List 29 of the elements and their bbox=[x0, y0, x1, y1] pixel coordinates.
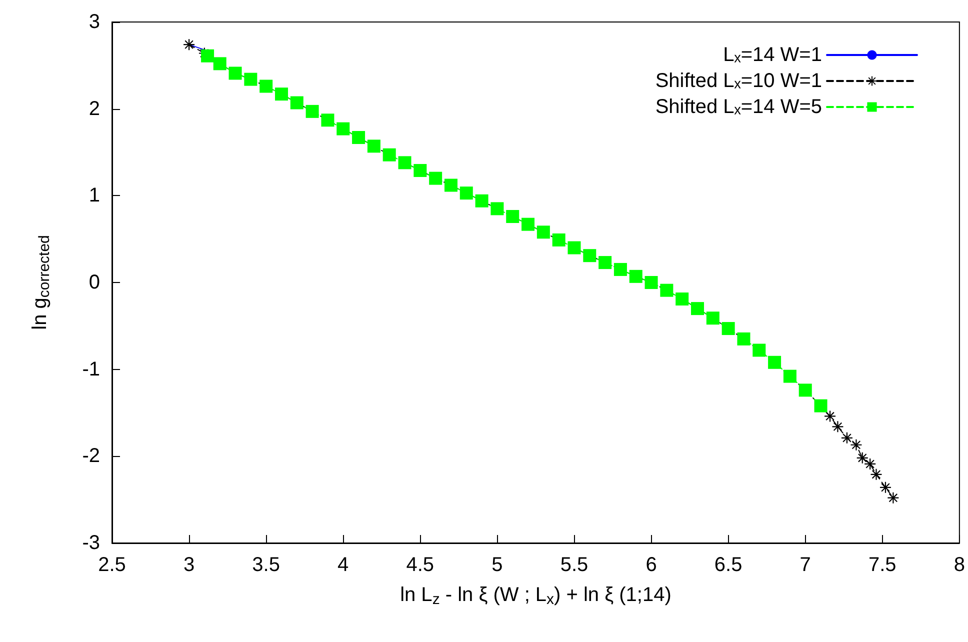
x-tick-label: 2.5 bbox=[98, 554, 126, 576]
x-tick-label: 4.5 bbox=[406, 554, 434, 576]
y-tick-label: -3 bbox=[82, 532, 100, 554]
x-tick-label: 3 bbox=[183, 554, 195, 576]
y-axis-title: ln gcorrected bbox=[29, 235, 53, 330]
point bbox=[870, 468, 882, 480]
x-tick-label: 5.5 bbox=[560, 554, 588, 576]
point bbox=[832, 421, 844, 432]
legend-label: Lₓ=14 W=1 bbox=[723, 44, 822, 66]
x-tick-label: 7 bbox=[800, 554, 811, 576]
y-tick-label: 3 bbox=[88, 11, 100, 33]
x-tick-label: 4 bbox=[338, 554, 349, 576]
point bbox=[850, 439, 862, 450]
x-tick-label: 7.5 bbox=[868, 554, 896, 576]
point bbox=[856, 452, 868, 464]
legend-label: Shifted Lₓ=14 W=5 bbox=[655, 96, 822, 118]
point bbox=[824, 410, 836, 422]
x-tick-label: 8 bbox=[954, 554, 965, 576]
y-tick-label: 0 bbox=[88, 272, 100, 294]
x-tick-label: 3.5 bbox=[252, 554, 280, 576]
point bbox=[201, 49, 214, 62]
y-tick-label: -1 bbox=[82, 358, 100, 380]
x-tick-label: 6 bbox=[646, 554, 657, 576]
x-tick-label: 5 bbox=[492, 554, 503, 576]
y-tick-label: 1 bbox=[88, 184, 100, 207]
y-tick-label: 2 bbox=[88, 98, 100, 120]
x-tick-label: 6.5 bbox=[714, 554, 742, 576]
y-tick-label: -2 bbox=[82, 445, 100, 468]
legend-label: Shifted Lₓ=10 W=1 bbox=[655, 70, 822, 92]
